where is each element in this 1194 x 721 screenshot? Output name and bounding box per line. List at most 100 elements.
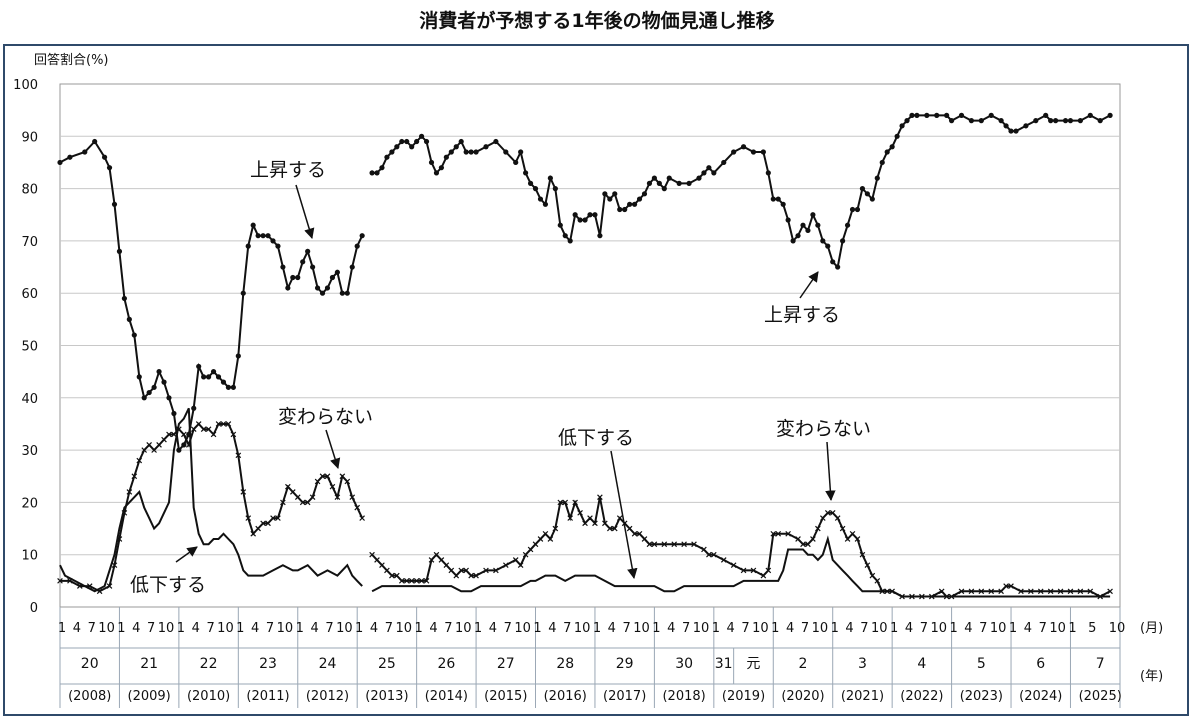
year-label-jp: 25 (378, 656, 396, 672)
month-tick-label: 1 (177, 621, 185, 636)
data-point (567, 238, 573, 244)
month-tick-label: 4 (548, 621, 556, 636)
data-point (924, 112, 930, 118)
data-point (720, 557, 727, 563)
data-point (1043, 112, 1049, 118)
month-tick-label: 10 (217, 621, 234, 636)
data-point (597, 494, 603, 500)
data-point (542, 201, 549, 207)
data-point (67, 154, 73, 160)
data-point (344, 290, 350, 296)
data-point (671, 541, 678, 548)
y-tick-label: 20 (21, 496, 38, 511)
data-point (636, 196, 643, 202)
data-point (230, 431, 237, 438)
data-point (136, 457, 143, 464)
data-point (359, 233, 365, 239)
month-tick-label: 4 (845, 621, 853, 636)
year-unit: (年) (1140, 669, 1163, 684)
data-point (988, 112, 994, 118)
data-point (106, 583, 113, 589)
data-point (1013, 128, 1019, 134)
data-point (517, 562, 524, 568)
data-point (592, 520, 598, 527)
data-point (146, 389, 152, 396)
data-point (978, 118, 984, 124)
data-point (1053, 118, 1059, 124)
month-tick-label: 10 (1049, 621, 1066, 636)
data-point (824, 510, 831, 516)
month-tick-label: 4 (905, 621, 913, 636)
y-tick-label: 90 (21, 130, 38, 145)
data-point (329, 274, 336, 281)
month-tick-label: 7 (266, 621, 274, 636)
month-tick-label: 1 (414, 621, 422, 636)
data-point (305, 248, 311, 254)
data-point (800, 222, 806, 228)
data-point (864, 191, 870, 197)
data-point (285, 483, 291, 490)
data-point (810, 536, 816, 542)
data-point (869, 196, 875, 202)
data-point (181, 431, 187, 438)
data-point (354, 504, 361, 511)
data-point (839, 525, 846, 532)
data-point (874, 175, 880, 181)
data-point (463, 567, 469, 574)
data-point (215, 421, 222, 427)
data-point (265, 233, 271, 239)
data-point (765, 567, 772, 574)
data-point (775, 196, 781, 202)
data-point (805, 227, 811, 234)
data-point (329, 483, 336, 490)
data-point (760, 572, 767, 579)
data-point (255, 233, 261, 239)
data-point (1062, 118, 1069, 124)
data-point (1048, 118, 1054, 124)
data-point (310, 264, 316, 270)
month-tick-label: 7 (147, 621, 155, 636)
data-point (1033, 118, 1039, 124)
data-point (448, 567, 455, 574)
data-point (894, 133, 900, 139)
data-point (602, 520, 608, 527)
data-point (334, 269, 340, 275)
data-point (859, 186, 866, 192)
data-point (552, 525, 559, 532)
year-label-ad: (2024) (1019, 689, 1062, 704)
data-point (334, 494, 341, 500)
data-point (532, 186, 539, 192)
data-point (844, 222, 851, 228)
data-point (795, 233, 801, 239)
data-point (151, 384, 157, 390)
data-point (200, 426, 207, 433)
grid-lines (59, 83, 1121, 608)
month-tick-label: 7 (504, 621, 512, 636)
data-point (304, 499, 311, 506)
year-label-ad: (2023) (960, 689, 1003, 704)
data-point (1028, 588, 1034, 595)
data-point (666, 175, 672, 181)
annotation-fall-2: 低下する (558, 427, 634, 449)
data-point (864, 562, 871, 568)
month-tick-label: 1 (355, 621, 363, 636)
data-point (909, 112, 915, 118)
data-point (651, 541, 658, 548)
year-label-ad: (2025) (1079, 689, 1122, 704)
month-tick-label: 5 (1088, 621, 1096, 636)
data-point (191, 405, 197, 411)
data-point (255, 525, 261, 532)
y-tick-label: 100 (13, 78, 38, 93)
data-point (156, 442, 162, 448)
data-point (696, 175, 702, 181)
data-point (438, 557, 445, 563)
arrow-fall-2 (610, 450, 638, 580)
data-point (587, 515, 593, 521)
data-point (1047, 588, 1054, 595)
data-point (166, 431, 172, 438)
data-point (958, 112, 965, 118)
annotation-fall-1: 低下する (130, 574, 206, 596)
data-point (884, 149, 890, 155)
data-point (408, 578, 415, 584)
data-point (730, 562, 737, 568)
